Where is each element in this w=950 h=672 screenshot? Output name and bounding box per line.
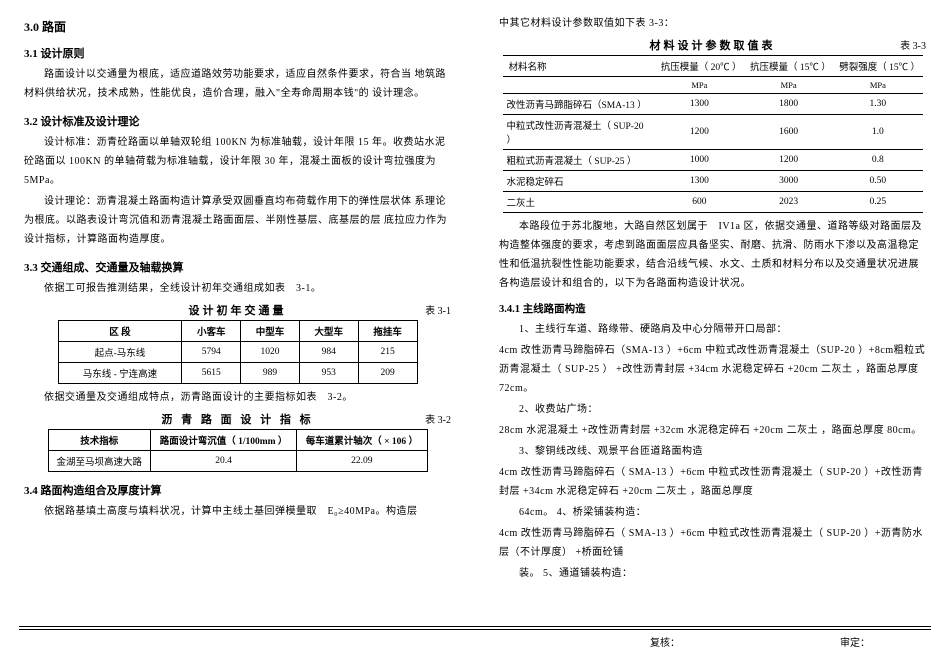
para-std2: 设计理论：沥青混凝土路面构造计算承受双圆垂直均布荷载作用下的弹性层状体 系理论为… xyxy=(24,192,451,249)
t33-title: 材料设计参数取值表 xyxy=(549,37,876,53)
footer-approve: 审定： xyxy=(840,634,870,649)
table-row: 水泥稳定碎石130030000.50 xyxy=(503,171,923,192)
para-intro: 中其它材料设计参数取值如下表 3-3： xyxy=(499,14,926,33)
footer-review: 复核： xyxy=(650,634,680,649)
t33-h3: 劈裂强度（ 15℃ ） xyxy=(833,56,922,77)
t32-header-row: 技术指标 路面设计弯沉值（ 1/100mm ） 每车道累计轴次（ × 106 ） xyxy=(48,430,427,451)
t31-h4: 拖挂车 xyxy=(358,321,417,342)
t33-header-row: 材料名称 抗压模量（ 20℃ ） 抗压模量（ 15℃ ） 劈裂强度（ 15℃ ） xyxy=(503,56,923,77)
t31-ref: 表 3-1 xyxy=(401,302,451,317)
t31-h2: 中型车 xyxy=(241,321,300,342)
t31-h1: 小客车 xyxy=(182,321,241,342)
table-row: 中粒式改性沥青混凝土（ SUP-20 ）120016001.0 xyxy=(503,115,923,150)
t32-h2: 每车道累计轴次（ × 106 ） xyxy=(297,430,427,451)
t33-title-row: 材料设计参数取值表 表 3-3 xyxy=(499,37,926,53)
para-traffic2: 依据交通量及交通组成特点，沥青路面设计的主要指标如表 3-2。 xyxy=(24,388,451,407)
footer: 复核： 审定： xyxy=(0,634,950,649)
para-m3h: 3、黎铜线改线、观景平台匝道路面构造 xyxy=(499,442,926,461)
right-column: 中其它材料设计参数取值如下表 3-3： 材料设计参数取值表 表 3-3 材料名称… xyxy=(475,0,950,620)
t31-title: 设计初年交通量 xyxy=(74,302,401,318)
table-33: 材料名称 抗压模量（ 20℃ ） 抗压模量（ 15℃ ） 劈裂强度（ 15℃ ）… xyxy=(503,55,923,213)
t31-h0: 区 段 xyxy=(58,321,182,342)
para-m2: 28cm 水泥混凝土 +改性沥青封层 +32cm 水泥稳定碎石 +20cm 二灰… xyxy=(499,421,926,440)
t33-h0: 材料名称 xyxy=(503,56,655,77)
table-row: 改性沥青马蹄脂碎石（SMA-13 ）130018001.30 xyxy=(503,94,923,115)
t33-h2: 抗压模量（ 15℃ ） xyxy=(744,56,833,77)
t31-header-row: 区 段 小客车 中型车 大型车 拖挂车 xyxy=(58,321,417,342)
heading-main: 3.4.1 主线路面构造 xyxy=(499,301,926,316)
t31-h3: 大型车 xyxy=(299,321,358,342)
heading-standard: 3.2 设计标准及设计理论 xyxy=(24,113,451,129)
para-m5h: 装。 5、通道铺装构造： xyxy=(499,564,926,583)
t32-h1: 路面设计弯沉值（ 1/100mm ） xyxy=(150,430,296,451)
para-m3b: 64cm。 4、桥梁铺装构造： xyxy=(499,503,926,522)
t31-title-row: 设计初年交通量 表 3-1 xyxy=(24,302,451,318)
table-32: 技术指标 路面设计弯沉值（ 1/100mm ） 每车道累计轴次（ × 106 ）… xyxy=(48,429,428,472)
page: 3.0 路面 3.1 设计原则 路面设计以交通量为根底，适应道路效劳功能要求，适… xyxy=(0,0,950,620)
para-m3: 4cm 改性沥青马蹄脂碎石（ SMA-13 ）+6cm 中粒式改性沥青混凝土（ … xyxy=(499,463,926,501)
table-row: 二灰土60020230.25 xyxy=(503,192,923,213)
table-row: 金湖至马坝高速大路 20.4 22.09 xyxy=(48,451,427,472)
footer-rule-1 xyxy=(19,626,931,627)
t33-ref: 表 3-3 xyxy=(876,37,926,52)
para-m2h: 2、收费站广场： xyxy=(499,400,926,419)
t32-title: 沥 青 路 面 设 计 指 标 xyxy=(74,411,401,427)
para-m1: 4cm 改性沥青马蹄脂碎石（SMA-13 ）+6cm 中粒式改性沥青混凝土（SU… xyxy=(499,341,926,398)
table-row: 粗粒式沥青混凝土（ SUP-25 ）100012000.8 xyxy=(503,150,923,171)
para-std1: 设计标准：沥青砼路面以单轴双轮组 100KN 为标准轴载，设计年限 15 年。收… xyxy=(24,133,451,190)
heading-traffic: 3.3 交通组成、交通量及轴载换算 xyxy=(24,259,451,275)
t32-h0: 技术指标 xyxy=(48,430,150,451)
para-structure: 依据路基填土高度与填料状况，计算中主线土基回弹模量取 E₀≥40MPa。构造层 xyxy=(24,502,451,521)
para-m4: 4cm 改性沥青马蹄脂碎石（ SMA-13 ）+6cm 中粒式改性沥青混凝土（ … xyxy=(499,524,926,562)
heading-structure: 3.4 路面构造组合及厚度计算 xyxy=(24,482,451,498)
t32-title-row: 沥 青 路 面 设 计 指 标 表 3-2 xyxy=(24,411,451,427)
para-m0: 1、主线行车道、路缘带、硬路肩及中心分隔带开口局部： xyxy=(499,320,926,339)
heading-road: 3.0 路面 xyxy=(24,18,451,35)
footer-rule-2 xyxy=(19,629,931,630)
left-column: 3.0 路面 3.1 设计原则 路面设计以交通量为根底，适应道路效劳功能要求，适… xyxy=(0,0,475,620)
para-region: 本路段位于苏北腹地，大路自然区划属于 IV1a 区，依据交通量、道路等级对路面层… xyxy=(499,217,926,293)
para-principle: 路面设计以交通量为根底，适应道路效劳功能要求，适应自然条件要求，符合当 地筑路材… xyxy=(24,65,451,103)
table-31: 区 段 小客车 中型车 大型车 拖挂车 起点-马东线 5794 1020 984… xyxy=(58,320,418,384)
t33-h1: 抗压模量（ 20℃ ） xyxy=(655,56,744,77)
table-row: 起点-马东线 5794 1020 984 215 xyxy=(58,342,417,363)
heading-principle: 3.1 设计原则 xyxy=(24,45,451,61)
t32-ref: 表 3-2 xyxy=(401,411,451,426)
para-traffic: 依据工可报告推测结果，全线设计初年交通组成如表 3-1。 xyxy=(24,279,451,298)
t33-subheader-row: MPa MPa MPa xyxy=(503,77,923,94)
table-row: 马东线 - 宁连高速 5615 989 953 209 xyxy=(58,363,417,384)
